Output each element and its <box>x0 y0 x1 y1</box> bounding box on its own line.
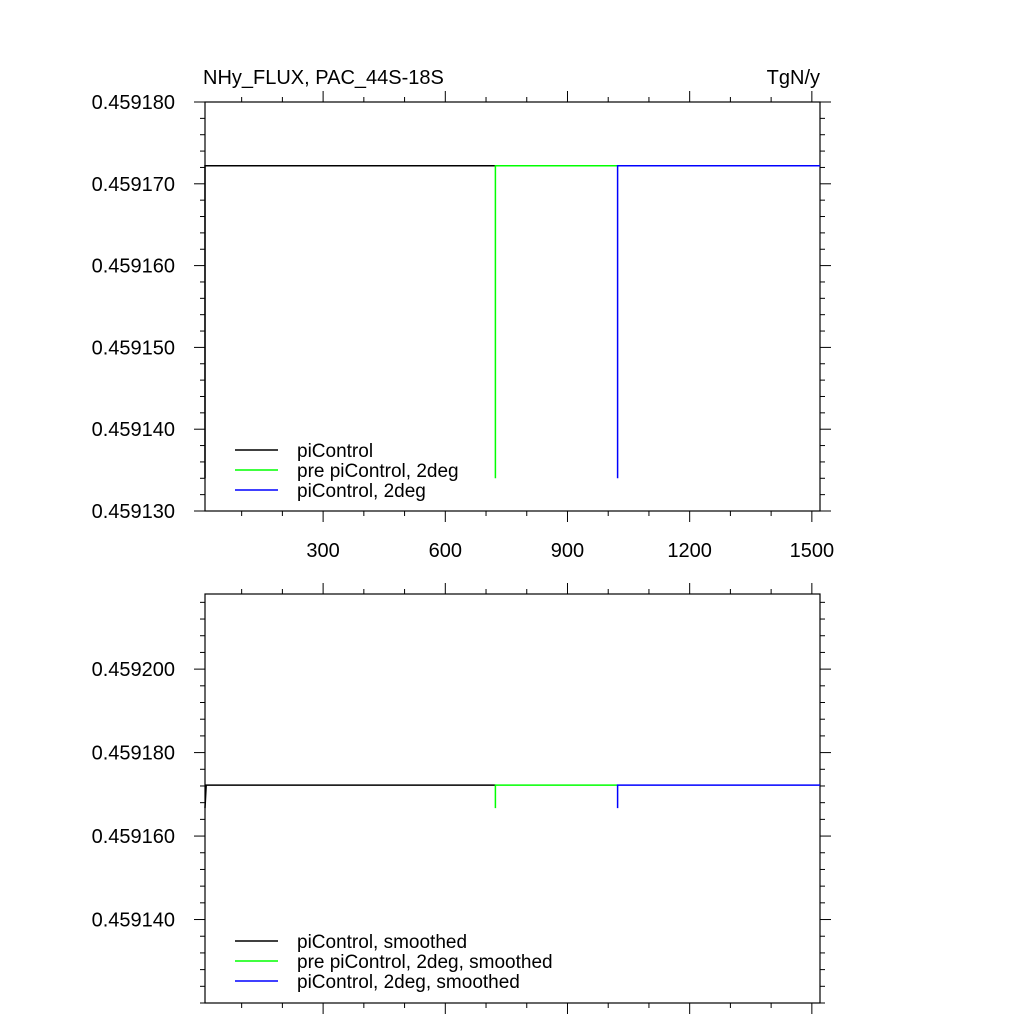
x-tick-label: 600 <box>429 540 462 562</box>
y-tick-label: 0.459180 <box>92 743 175 765</box>
y-tick-label: 0.459160 <box>92 256 175 278</box>
y-tick-label: 0.459160 <box>92 826 175 848</box>
chart-title: NHy_FLUX, PAC_44S-18S <box>203 67 444 89</box>
series-line <box>616 165 820 479</box>
legend-label: piControl, smoothed <box>297 932 467 953</box>
y-tick-label: 0.459140 <box>92 419 175 441</box>
x-tick-label: 300 <box>306 540 339 562</box>
series-line <box>204 165 496 479</box>
y-tick-label: 0.459130 <box>92 501 175 523</box>
y-tick-label: 0.459180 <box>92 92 175 114</box>
series-line <box>204 784 496 809</box>
legend-label: piControl <box>297 441 373 462</box>
series-line <box>494 165 618 479</box>
panel-1 <box>194 91 831 522</box>
legend-label: pre piControl, 2deg <box>297 461 459 482</box>
x-tick-label: 900 <box>551 540 584 562</box>
legend-label: pre piControl, 2deg, smoothed <box>297 952 553 973</box>
legend-label: piControl, 2deg, smoothed <box>297 972 520 993</box>
y-tick-label: 0.459150 <box>92 337 175 359</box>
series-line <box>616 784 820 809</box>
x-tick-label: 1200 <box>667 540 712 562</box>
panel-2 <box>194 583 831 1014</box>
legend-label: piControl, 2deg <box>297 481 426 502</box>
y-tick-label: 0.459200 <box>92 659 175 681</box>
y-tick-label: 0.459170 <box>92 174 175 196</box>
x-tick-label: 1500 <box>790 540 835 562</box>
y-tick-label: 0.459140 <box>92 910 175 932</box>
units-label: TgN/y <box>767 67 820 89</box>
series-line <box>494 784 618 809</box>
